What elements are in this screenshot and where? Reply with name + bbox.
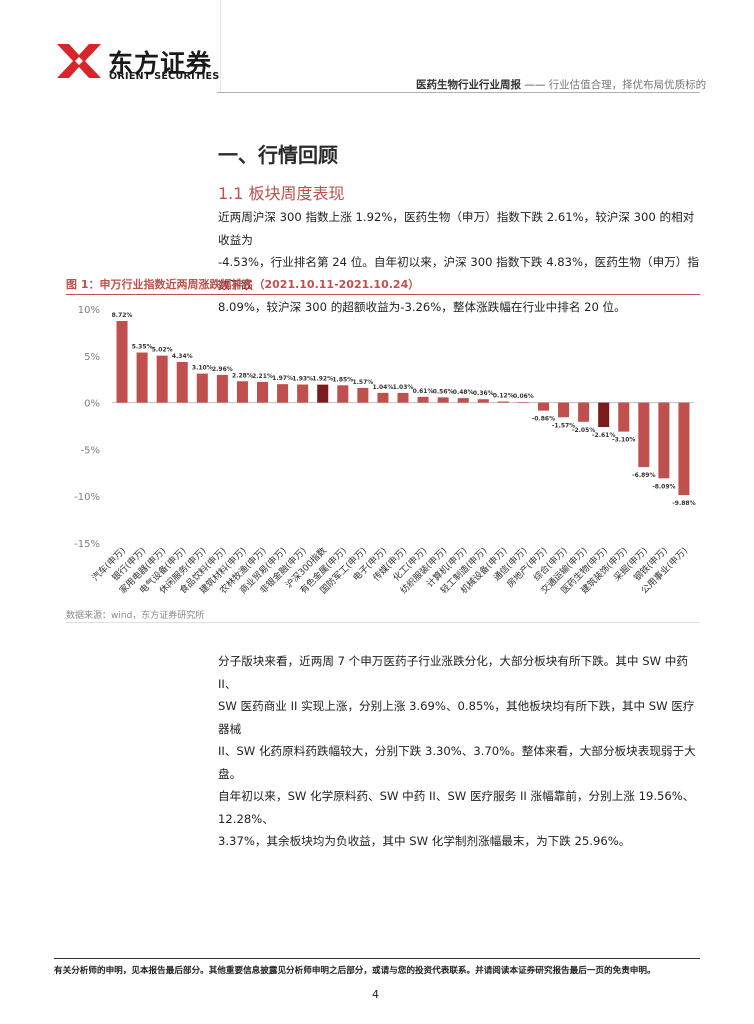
subsection-heading: 1.1 板块周度表现 (218, 184, 345, 203)
bar (317, 384, 329, 403)
paragraph-sub-sectors: 分子版块来看，近两周 7 个申万医药子行业涨跌分化，大部分板块有所下跌。其中 S… (218, 650, 705, 853)
data-label: 0.48% (453, 389, 474, 396)
footer-divider (54, 958, 700, 959)
data-label: 1.04% (373, 384, 394, 391)
bar (176, 361, 188, 403)
bar (598, 402, 610, 428)
figure-source: 数据来源：wind，东方证券研究所 (66, 611, 205, 621)
bar (136, 352, 148, 403)
data-label: 1.85% (332, 376, 353, 383)
bar (156, 355, 168, 403)
paragraph-line: 8.09%，较沪深 300 的超额收益为-3.26%，整体涨跌幅在行业中排名 2… (218, 300, 626, 314)
y-tick-label: -5% (81, 445, 100, 456)
paragraph-market-review: 近两周沪深 300 指数上涨 1.92%，医药生物（申万）指数下跌 2.61%，… (218, 206, 705, 319)
bar (357, 387, 369, 403)
paragraph-line: SW 医药商业 II 实现上涨，分别上涨 3.69%、0.85%，其他板块均有所… (218, 699, 695, 736)
bar (578, 402, 590, 422)
data-label: -1.57% (552, 422, 575, 429)
data-label: 0.36% (473, 390, 494, 397)
bar (477, 399, 489, 403)
bar (537, 402, 550, 411)
bar (417, 396, 429, 403)
bar (277, 384, 289, 403)
industry-ranking-chart: 10% 5% 0% -5% -10% -15% 8.72% 汽车(申万) 5.35% 银行(申万)… (66, 296, 700, 606)
y-tick-label: 10% (78, 305, 100, 316)
report-header: 医药生物行业行业周报 —— 行业估值合理，择优布局优质标的 (416, 77, 706, 92)
y-tick-label: 0% (84, 399, 100, 410)
report-title: 医药生物行业行业周报 (416, 79, 521, 91)
data-label: 2.21% (252, 373, 273, 380)
bar (236, 381, 248, 403)
paragraph-line: 近两周沪深 300 指数上涨 1.92%，医药生物（申万）指数下跌 2.61%，… (218, 210, 695, 247)
data-label: 2.96% (212, 366, 233, 373)
data-label: 0.56% (433, 388, 454, 395)
data-label: 0.61% (413, 388, 434, 395)
section-heading: 一、行情回顾 (218, 143, 338, 167)
y-tick-label: -10% (74, 492, 100, 503)
data-label: 5.02% (152, 347, 173, 354)
bar (377, 392, 389, 403)
bar (116, 320, 128, 403)
header-divider (217, 92, 700, 93)
bar (256, 381, 269, 403)
data-label: -2.61% (592, 432, 615, 439)
bar-chart-svg: 10%5%0%-5%-10%-15%8.72%汽车(申万)5.35%银行(申万)… (74, 305, 695, 596)
title-separator: —— (521, 79, 549, 91)
data-label: 1.92% (312, 376, 333, 383)
bar (196, 373, 208, 403)
paragraph-line: -4.53%，行业排名第 24 位。自年初以来，沪深 300 指数下跌 4.83… (218, 255, 699, 292)
brand-name-en: ORIENT SECURITIES (109, 71, 220, 82)
data-label: -9.88% (672, 500, 695, 507)
bar (558, 402, 570, 418)
bar (678, 402, 690, 496)
data-label: 4.34% (172, 353, 193, 360)
bar (216, 374, 228, 403)
paragraph-line: 自年初以来，SW 化学原料药、SW 中药 II、SW 医疗服务 II 涨幅靠前，… (218, 789, 695, 826)
figure-top-rule (66, 294, 700, 295)
data-label: 1.57% (352, 379, 373, 386)
bar (638, 402, 650, 468)
data-label: 0.12% (493, 392, 514, 399)
bar (397, 392, 409, 403)
y-tick-label: -15% (74, 539, 100, 550)
data-label: 1.97% (272, 375, 293, 382)
bar (618, 402, 630, 432)
bar (297, 384, 309, 403)
paragraph-line: 3.37%，其余板块均为负收益，其中 SW 化学制剂涨幅最末，为下跌 25.96… (218, 834, 631, 848)
data-label: -0.86% (532, 416, 555, 423)
data-label: -2.05% (572, 427, 595, 434)
orient-logo-icon (54, 40, 104, 82)
bar (337, 385, 349, 403)
y-tick-label: 5% (84, 352, 100, 363)
figure-title: 图 1：申万行业指数近两周涨跌幅排名（2021.10.11-2021.10.24… (66, 278, 420, 291)
data-label: 5.35% (132, 344, 153, 351)
bar (517, 402, 529, 403)
data-label: -8.09% (652, 483, 675, 490)
paragraph-line: II、SW 化药原料药跌幅较大，分别下跌 3.30%、3.70%。整体来看，大部… (218, 744, 696, 781)
footer-disclaimer: 有关分析师的申明，见本报告最后部分。其他重要信息披露见分析师申明之后部分，或请与… (54, 966, 656, 976)
bar (658, 402, 670, 479)
report-subtitle: 行业估值合理，择优布局优质标的 (548, 79, 707, 91)
brand-name-cn: 东方证券 (108, 49, 213, 78)
data-label: 8.72% (112, 312, 133, 319)
data-label: 2.28% (232, 372, 253, 379)
data-label: -3.10% (612, 437, 635, 444)
header-vertical-rule (220, 0, 221, 92)
paragraph-line: 分子版块来看，近两周 7 个申万医药子行业涨跌分化，大部分板块有所下跌。其中 S… (218, 654, 688, 691)
data-label: -6.89% (632, 472, 655, 479)
data-label: 3.10% (192, 365, 213, 372)
data-label: 1.03% (393, 384, 414, 391)
data-label: 0.06% (513, 393, 534, 400)
bar (457, 398, 469, 403)
data-label: 1.93% (292, 376, 313, 383)
bar (437, 397, 449, 403)
bar (497, 401, 509, 403)
figure-bottom-rule (66, 622, 700, 623)
page-number: 4 (372, 988, 379, 1001)
